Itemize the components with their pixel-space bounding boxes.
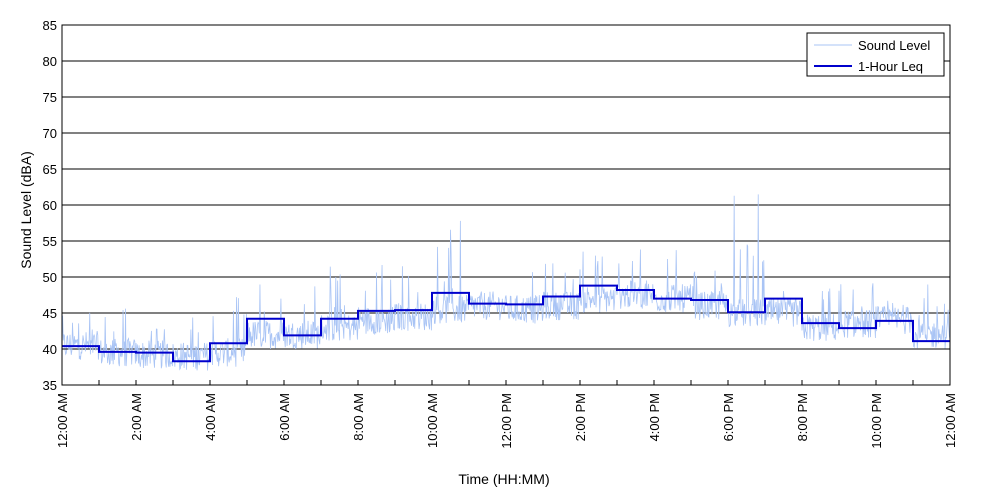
y-tick-label: 80 (43, 54, 57, 69)
y-axis-ticks: 35 40 45 50 55 60 65 70 75 80 85 (43, 18, 67, 393)
y-tick-label: 45 (43, 306, 57, 321)
x-tick-label: 12:00 AM (55, 393, 70, 448)
legend-label-leq: 1-Hour Leq (858, 59, 923, 74)
x-tick-label: 6:00 PM (721, 393, 736, 441)
x-tick-label: 4:00 PM (647, 393, 662, 441)
x-tick-label: 8:00 AM (351, 393, 366, 441)
x-tick-label: 4:00 AM (203, 393, 218, 441)
x-tick-label: 12:00 AM (943, 393, 958, 448)
x-axis-ticks: 12:00 AM 2:00 AM 4:00 AM 6:00 AM 8:00 AM 10:0… (55, 380, 958, 449)
x-tick-label: 10:00 PM (869, 393, 884, 449)
legend: Sound Level 1-Hour Leq (806, 32, 945, 77)
y-tick-label: 85 (43, 18, 57, 33)
y-tick-label: 60 (43, 198, 57, 213)
leq-step-line (62, 284, 950, 363)
y-tick-label: 50 (43, 270, 57, 285)
y-tick-label: 70 (43, 126, 57, 141)
x-axis-label: Time (HH:MM) (458, 471, 549, 487)
legend-label-sound-level: Sound Level (858, 38, 930, 53)
x-tick-label: 10:00 AM (425, 393, 440, 448)
y-tick-label: 35 (43, 378, 57, 393)
y-tick-label: 55 (43, 234, 57, 249)
y-tick-label: 75 (43, 90, 57, 105)
legend-box (806, 32, 945, 77)
leq-series (62, 284, 950, 363)
x-tick-label: 6:00 AM (277, 393, 292, 441)
y-axis-label: Sound Level (dBA) (18, 151, 34, 269)
x-tick-label: 12:00 PM (499, 393, 514, 449)
y-tick-label: 40 (43, 342, 57, 357)
x-tick-label: 2:00 PM (573, 393, 588, 441)
x-tick-label: 2:00 AM (129, 393, 144, 441)
y-tick-label: 65 (43, 162, 57, 177)
x-tick-label: 8:00 PM (795, 393, 810, 441)
